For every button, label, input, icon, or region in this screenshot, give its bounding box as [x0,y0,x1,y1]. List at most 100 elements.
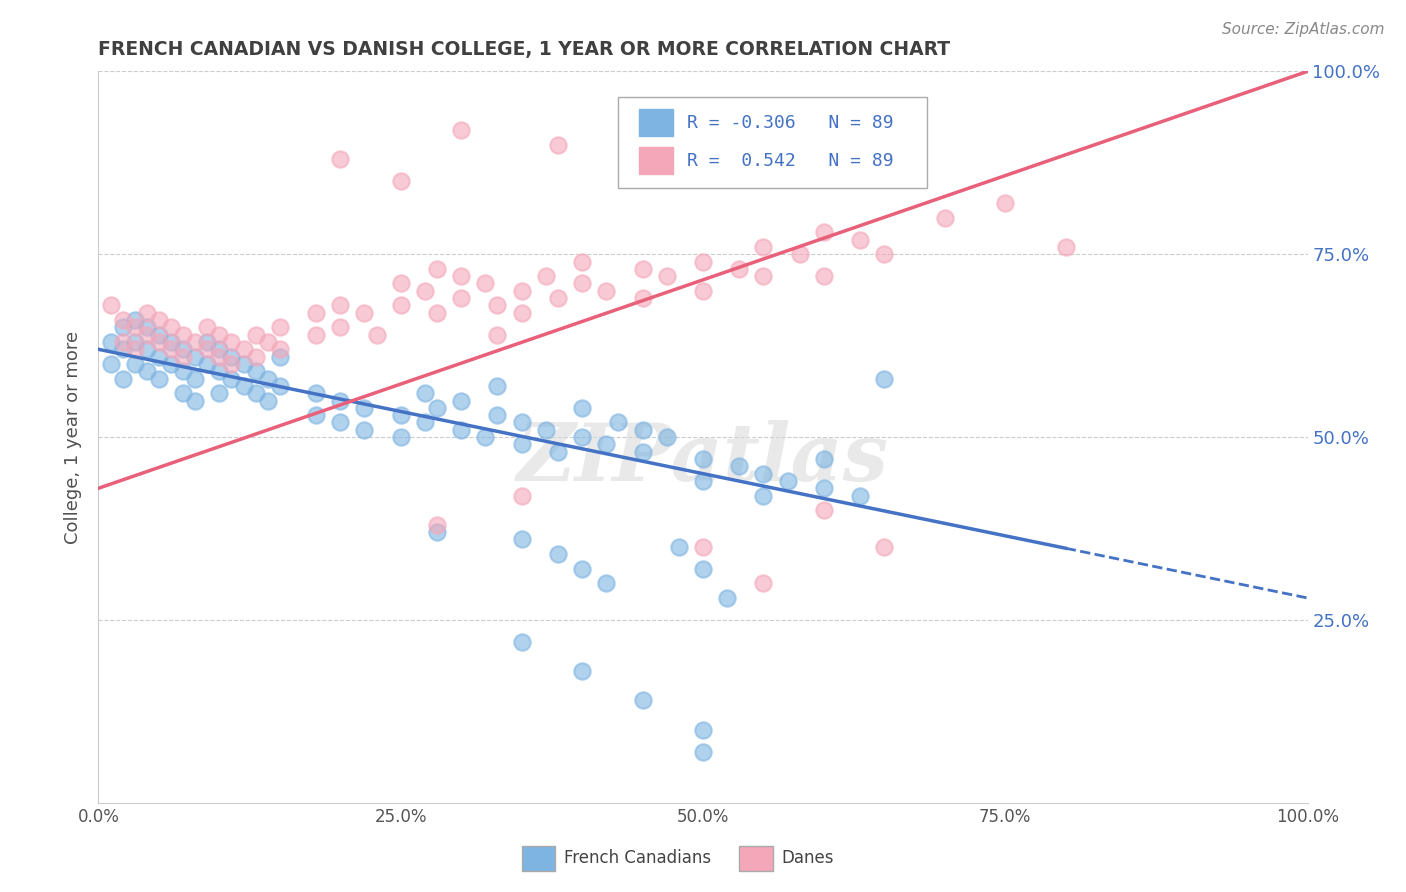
Point [353,423,375,437]
Point [728,459,751,474]
Point [510,635,533,649]
Point [135,343,157,357]
Point [245,386,267,401]
Point [607,416,630,430]
Point [389,298,412,312]
Point [752,576,775,591]
Point [100,298,122,312]
Point [124,313,146,327]
Point [172,364,194,378]
Point [148,350,170,364]
Point [692,745,714,759]
Point [752,467,775,481]
Point [668,540,690,554]
Point [752,269,775,284]
Point [426,306,449,320]
FancyBboxPatch shape [638,146,673,175]
Point [256,393,278,408]
Point [547,291,569,305]
Point [426,525,449,540]
Point [305,306,328,320]
Point [692,562,714,576]
Point [221,350,243,364]
Point [486,298,509,312]
Point [124,357,146,371]
Point [631,423,654,437]
Point [994,196,1017,211]
Point [510,437,533,451]
Text: R =  0.542   N = 89: R = 0.542 N = 89 [688,152,894,169]
Point [184,334,207,349]
Point [547,444,569,458]
Point [184,393,207,408]
FancyBboxPatch shape [638,109,673,136]
Point [232,343,254,357]
FancyBboxPatch shape [619,97,927,188]
Point [595,437,617,451]
Point [474,430,496,444]
Point [450,393,472,408]
Point [486,379,509,393]
Point [413,416,436,430]
Point [389,430,412,444]
Point [232,357,254,371]
Point [571,664,593,678]
Point [692,474,714,488]
Point [245,350,267,364]
Point [329,320,352,334]
Point [111,343,134,357]
Point [413,284,436,298]
Point [305,327,328,342]
Point [534,269,557,284]
Text: Danes: Danes [782,848,834,867]
Y-axis label: College, 1 year or more: College, 1 year or more [65,331,83,543]
Text: ZIPatlas: ZIPatlas [517,420,889,498]
Point [160,334,183,349]
Point [776,474,799,488]
Point [124,343,146,357]
Point [486,408,509,422]
Point [232,379,254,393]
Point [510,533,533,547]
Point [571,401,593,415]
Point [510,489,533,503]
Point [184,371,207,385]
Point [195,343,218,357]
Point [692,254,714,268]
Point [389,277,412,291]
Point [124,334,146,349]
Point [631,444,654,458]
Point [256,371,278,385]
Point [692,540,714,554]
Point [752,489,775,503]
Point [571,254,593,268]
Point [135,320,157,334]
Point [111,371,134,385]
Point [208,386,231,401]
Point [111,313,134,327]
Point [547,547,569,561]
Point [571,430,593,444]
Point [450,291,472,305]
Point [160,343,183,357]
Point [510,284,533,298]
Point [813,225,835,239]
Point [353,306,375,320]
Point [450,269,472,284]
Point [208,350,231,364]
Point [208,343,231,357]
Point [329,152,352,166]
Point [692,452,714,467]
Point [631,291,654,305]
Point [148,334,170,349]
Point [389,174,412,188]
Point [571,277,593,291]
Point [813,452,835,467]
Point [426,517,449,532]
Point [124,320,146,334]
Point [195,320,218,334]
Point [245,327,267,342]
FancyBboxPatch shape [522,846,555,871]
Point [148,371,170,385]
Point [160,357,183,371]
